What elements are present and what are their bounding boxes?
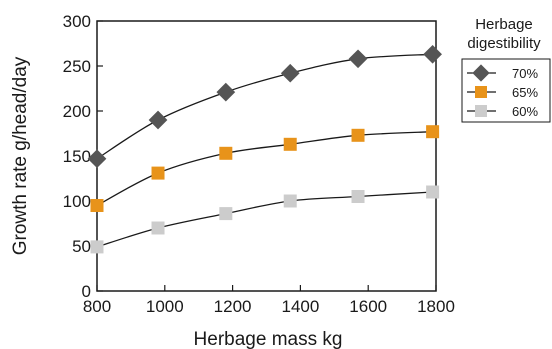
legend-title-line-1: Herbage: [475, 16, 533, 33]
plot-area: [96, 20, 437, 292]
data-point: [148, 110, 168, 130]
legend-label: 70%: [512, 66, 538, 81]
series-line: [96, 191, 433, 248]
legend-marker: [472, 64, 490, 82]
x-tick-label: 1800: [417, 297, 455, 316]
legend-label: 65%: [512, 85, 538, 100]
data-point: [351, 128, 365, 142]
legend-item-60-percent: 60%: [467, 104, 538, 119]
x-tick-label: 1200: [214, 297, 252, 316]
series-60-percent: [90, 185, 440, 254]
data-point: [151, 221, 165, 235]
x-tick-label: 1600: [349, 297, 387, 316]
y-tick-label: 150: [63, 147, 91, 166]
y-tick-label: 300: [63, 12, 91, 31]
y-tick-label: 250: [63, 57, 91, 76]
legend-items: 70% 65% 60%: [467, 64, 538, 119]
series-65-percent: [90, 125, 440, 212]
data-point: [348, 49, 368, 69]
data-point: [283, 194, 297, 208]
data-point: [423, 44, 442, 64]
data-point: [426, 125, 440, 139]
y-tick-label: 200: [63, 102, 91, 121]
y-tick-label: 100: [63, 192, 91, 211]
data-point: [219, 146, 233, 160]
legend-label: 60%: [512, 104, 538, 119]
legend-marker: [475, 86, 487, 98]
series-70-percent: [87, 44, 442, 169]
legend-item-70-percent: 70%: [467, 64, 538, 82]
plot-border: [96, 20, 437, 292]
x-axis: 800 1000 1200 1400 1600 1800: [83, 285, 455, 316]
y-axis: 0 50 100 150 200 250 300: [63, 12, 103, 301]
legend-item-65-percent: 65%: [467, 85, 538, 100]
data-point: [351, 190, 365, 203]
legend: Herbage digestibility 70% 65% 60%: [461, 16, 551, 123]
legend-title-line-2: digestibility: [467, 35, 541, 52]
x-tick-label: 800: [83, 297, 111, 316]
data-point: [283, 137, 297, 151]
x-axis-title: Herbage mass kg: [194, 329, 343, 349]
legend-marker: [475, 105, 487, 117]
data-point: [151, 166, 165, 180]
data-point: [280, 63, 300, 83]
legend-box: [461, 58, 551, 123]
data-point: [216, 82, 236, 102]
y-tick-label: 50: [72, 237, 91, 256]
series-line: [96, 53, 433, 160]
data-point: [219, 207, 233, 221]
data-point: [426, 185, 440, 199]
data-point: [87, 149, 107, 169]
x-tick-label: 1400: [281, 297, 319, 316]
series-layer: [87, 44, 442, 254]
x-tick-label: 1000: [146, 297, 184, 316]
data-point: [90, 240, 104, 254]
y-axis-title: Growth rate g/head/day: [10, 56, 31, 255]
y-tick-label: 0: [82, 282, 91, 301]
data-point: [90, 199, 104, 212]
